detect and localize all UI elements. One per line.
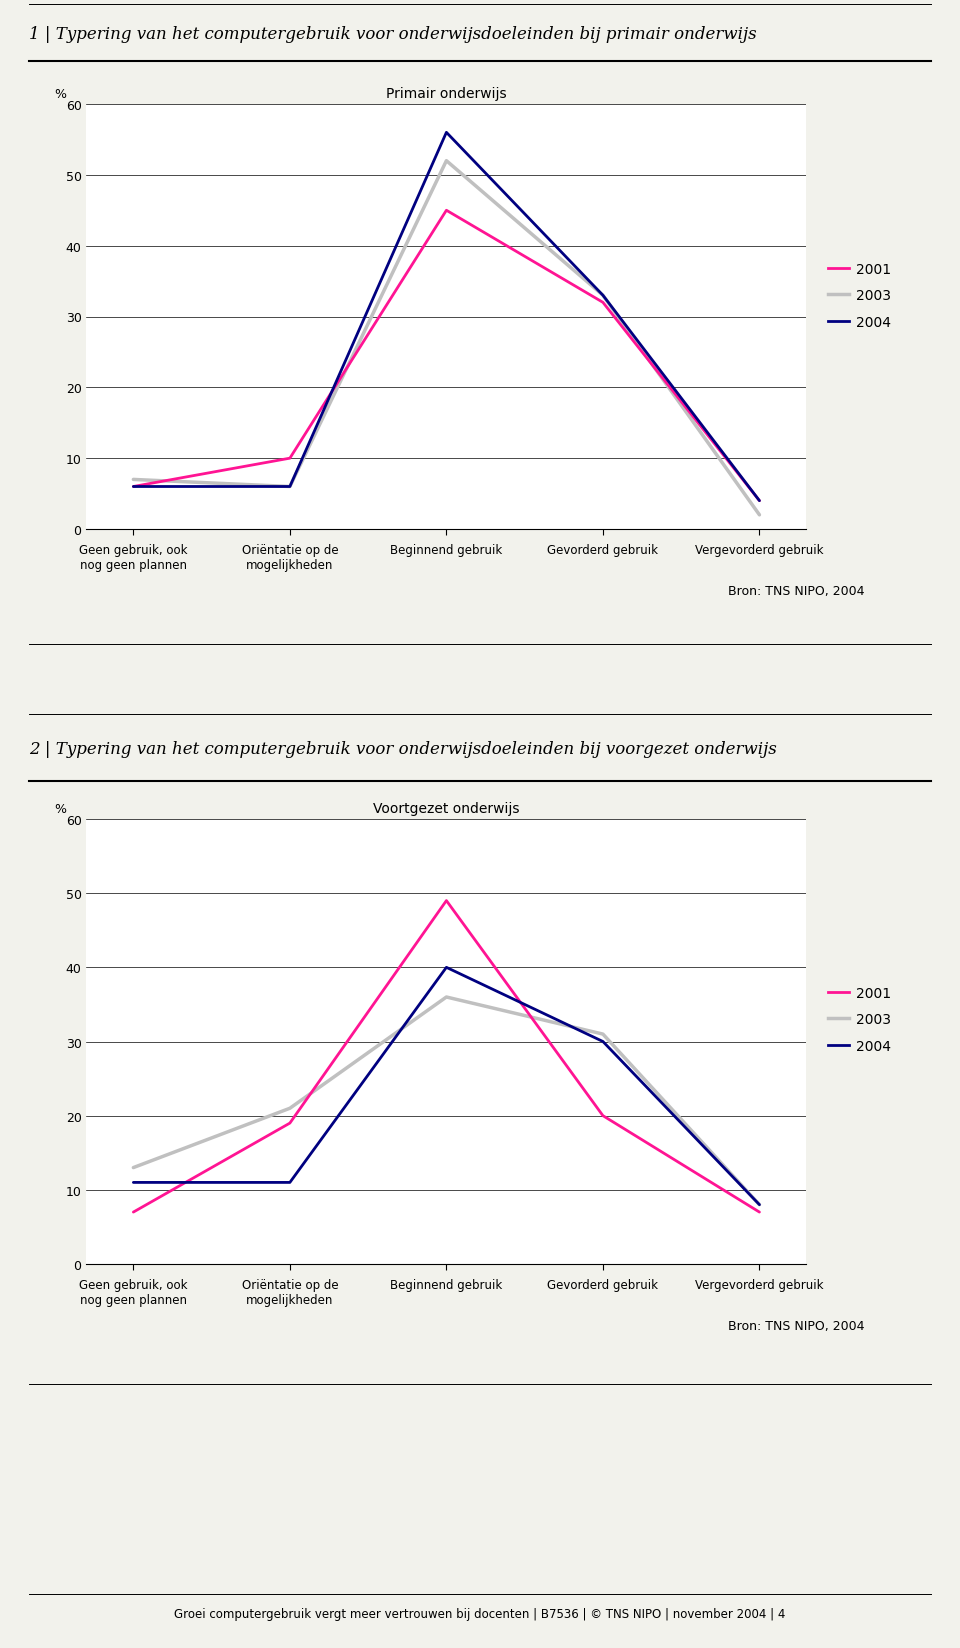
Text: Voortgezet onderwijs: Voortgezet onderwijs: [373, 801, 519, 816]
Legend: 2001, 2003, 2004: 2001, 2003, 2004: [828, 262, 891, 330]
Text: Primair onderwijs: Primair onderwijs: [386, 87, 507, 101]
Text: Bron: TNS NIPO, 2004: Bron: TNS NIPO, 2004: [728, 1318, 864, 1332]
Legend: 2001, 2003, 2004: 2001, 2003, 2004: [828, 986, 891, 1053]
Text: %: %: [54, 803, 66, 816]
Text: 1 | Typering van het computergebruik voor onderwijsdoeleinden bij primair onderw: 1 | Typering van het computergebruik voo…: [29, 26, 756, 43]
Text: Groei computergebruik vergt meer vertrouwen bij docenten | B7536 | © TNS NIPO | : Groei computergebruik vergt meer vertrou…: [175, 1607, 785, 1620]
Text: 2 | Typering van het computergebruik voor onderwijsdoeleinden bij voorgezet onde: 2 | Typering van het computergebruik voo…: [29, 742, 777, 758]
Text: Bron: TNS NIPO, 2004: Bron: TNS NIPO, 2004: [728, 585, 864, 598]
Text: %: %: [54, 87, 66, 101]
